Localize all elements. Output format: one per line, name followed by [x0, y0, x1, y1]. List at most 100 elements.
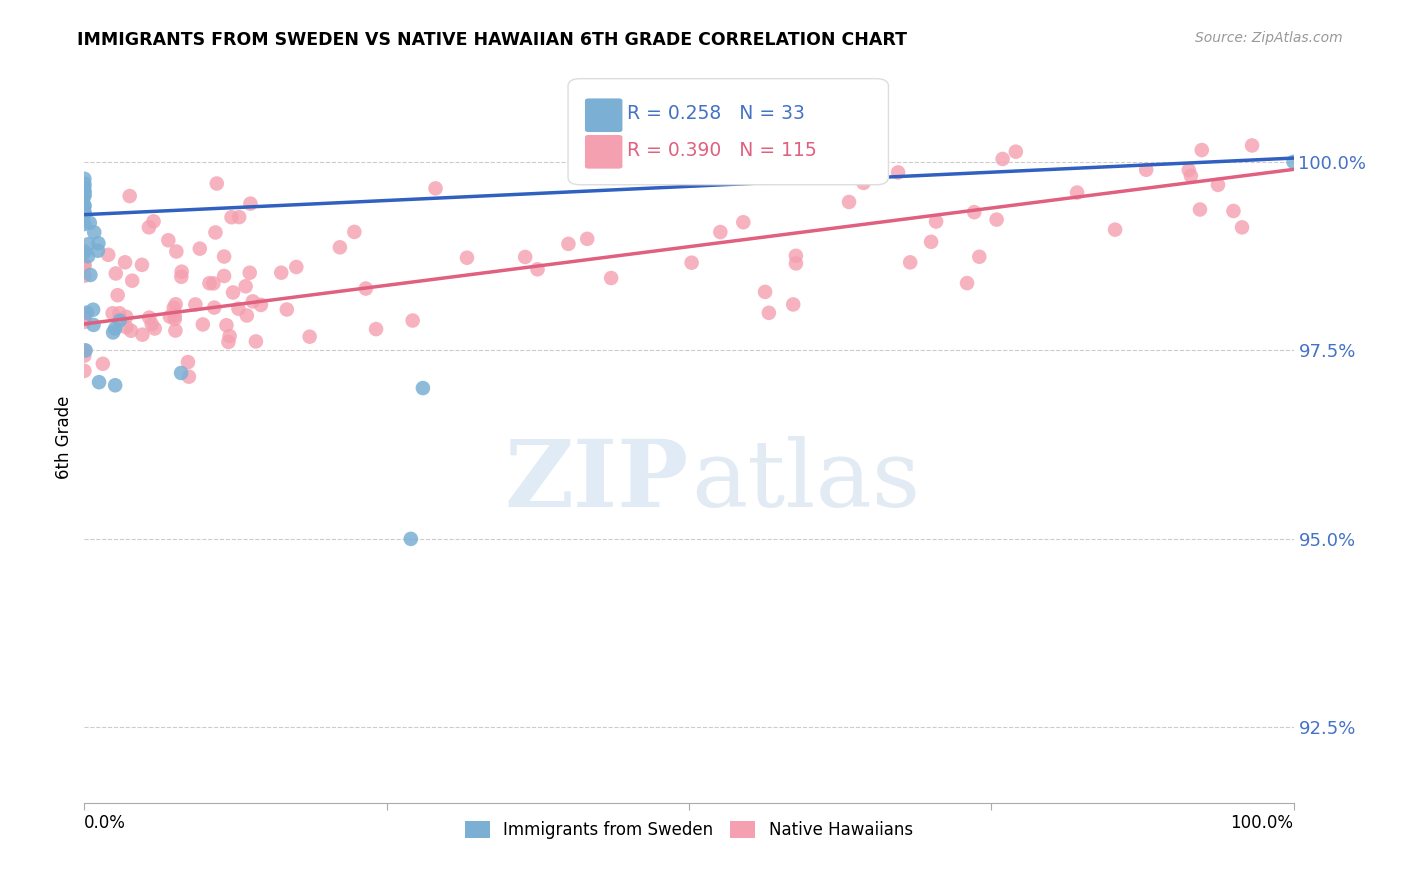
Point [217, 334, 239, 349]
Point [77, 249, 100, 263]
Point [242, 294, 264, 309]
Point [198, 276, 221, 290]
Point [1188, 202, 1211, 217]
Point [239, 266, 262, 280]
Point [163, 309, 186, 323]
Point [73, 177, 96, 191]
Point [73, 315, 96, 329]
Point [73, 207, 96, 221]
Point [733, 215, 755, 229]
Point [1206, 178, 1229, 192]
Point [898, 255, 921, 269]
Point [920, 235, 942, 249]
Point [87, 244, 110, 258]
Point [104, 378, 127, 392]
Point [114, 255, 136, 269]
Point [245, 334, 267, 349]
Point [73, 259, 96, 273]
Point [456, 251, 478, 265]
Point [118, 189, 141, 203]
Point [82, 302, 104, 317]
Legend: Immigrants from Sweden, Native Hawaiians: Immigrants from Sweden, Native Hawaiians [458, 814, 920, 846]
Point [515, 250, 537, 264]
Point [1178, 163, 1201, 178]
Point [1241, 138, 1264, 153]
Point [785, 249, 807, 263]
Point [82, 318, 104, 332]
Text: R = 0.390   N = 115: R = 0.390 N = 115 [627, 141, 817, 160]
Point [576, 232, 599, 246]
Point [1104, 222, 1126, 236]
Point [73, 180, 96, 194]
Point [956, 276, 979, 290]
Point [1066, 186, 1088, 200]
Point [754, 285, 776, 299]
Text: Source: ZipAtlas.com: Source: ZipAtlas.com [1195, 31, 1343, 45]
Point [79, 268, 101, 282]
Point [73, 204, 96, 219]
Point [202, 301, 225, 315]
Point [73, 198, 96, 212]
Point [73, 307, 96, 321]
Point [235, 279, 257, 293]
Point [838, 194, 860, 209]
Point [170, 269, 193, 284]
Point [969, 250, 991, 264]
Point [73, 258, 96, 272]
Point [681, 256, 703, 270]
Point [526, 262, 548, 277]
Point [270, 266, 292, 280]
Text: 0.0%: 0.0% [84, 814, 127, 832]
Point [1004, 145, 1026, 159]
Point [170, 366, 193, 380]
Text: 100.0%: 100.0% [1230, 814, 1294, 832]
Point [104, 321, 127, 335]
Point [97, 248, 120, 262]
Point [758, 306, 780, 320]
Point [1282, 154, 1305, 169]
Point [991, 152, 1014, 166]
Point [852, 176, 875, 190]
Point [212, 250, 235, 264]
Point [250, 298, 273, 312]
Point [73, 343, 96, 358]
Point [682, 163, 704, 178]
Point [76, 306, 98, 320]
Point [887, 165, 910, 179]
Point [165, 244, 187, 259]
Point [228, 210, 250, 224]
Point [120, 324, 142, 338]
Point [236, 309, 259, 323]
Point [184, 297, 207, 311]
Point [343, 225, 366, 239]
Point [73, 185, 96, 199]
Point [165, 324, 187, 338]
Point [142, 214, 165, 228]
Point [73, 185, 96, 199]
Point [131, 327, 153, 342]
Point [204, 226, 226, 240]
Point [1180, 169, 1202, 183]
Point [73, 364, 96, 378]
Point [1222, 204, 1244, 219]
Point [108, 313, 131, 327]
FancyBboxPatch shape [568, 78, 889, 185]
Text: ZIP: ZIP [505, 436, 689, 526]
Point [107, 288, 129, 302]
Point [143, 321, 166, 335]
Point [73, 217, 96, 231]
Point [329, 240, 352, 254]
Point [73, 349, 96, 363]
Point [401, 313, 423, 327]
Point [1191, 143, 1213, 157]
Point [87, 236, 110, 251]
Point [212, 268, 235, 283]
Point [73, 312, 96, 326]
Point [163, 312, 186, 326]
Point [83, 225, 105, 239]
Point [285, 260, 308, 274]
Point [73, 311, 96, 326]
Point [77, 237, 100, 252]
Point [276, 302, 298, 317]
Point [121, 274, 143, 288]
